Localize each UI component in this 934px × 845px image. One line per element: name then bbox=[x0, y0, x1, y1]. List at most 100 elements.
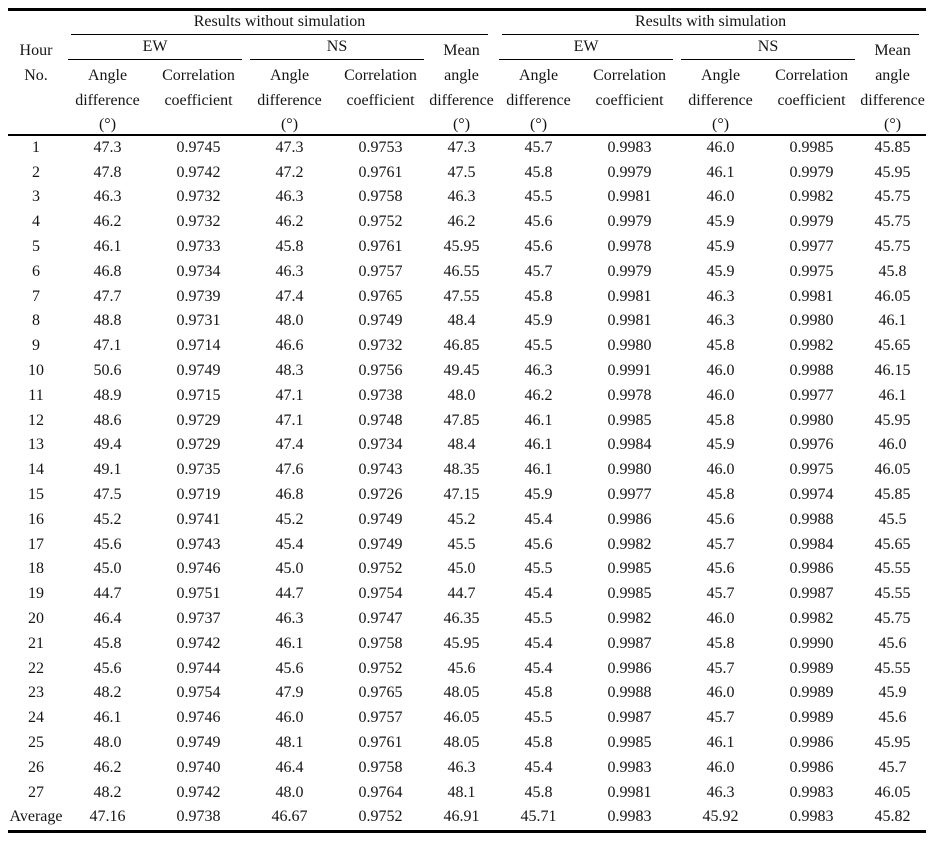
value-cell: 46.05 bbox=[874, 783, 911, 801]
value-cell: 45.8 bbox=[878, 262, 907, 280]
value-cell: 46.2 bbox=[447, 213, 476, 231]
table-row: 18 45.0 0.9746 45.0 0.9752 45.0 45.5 0.9985 45.6… bbox=[8, 557, 926, 582]
header-row-metric-line1: No. Angle Correlation Angle Correlation … bbox=[8, 60, 926, 85]
value-cell: 46.3 bbox=[275, 188, 304, 206]
value-cell: 45.8 bbox=[524, 163, 553, 181]
table-row: 27 48.2 0.9742 48.0 0.9764 48.1 45.8 0.9981 46.3… bbox=[8, 780, 926, 805]
table-row: 2 47.8 0.9742 47.2 0.9761 47.5 45.8 0.9979 46.1 0… bbox=[8, 160, 926, 185]
angle-header: Angle bbox=[87, 66, 128, 84]
value-cell: 48.4 bbox=[447, 312, 476, 330]
value-cell: 0.9985 bbox=[607, 411, 652, 429]
value-cell: 0.9745 bbox=[176, 138, 221, 156]
value-cell: 45.0 bbox=[447, 560, 476, 578]
value-cell: 46.2 bbox=[275, 213, 304, 231]
value-cell: 46.8 bbox=[275, 486, 304, 504]
value-cell: 0.9983 bbox=[789, 783, 834, 801]
value-cell: 45.8 bbox=[706, 486, 735, 504]
value-cell: 45.9 bbox=[524, 486, 553, 504]
value-cell: 45.95 bbox=[443, 238, 480, 256]
value-cell: 0.9982 bbox=[789, 188, 834, 206]
value-cell: 46.0 bbox=[706, 461, 735, 479]
value-cell: 0.9742 bbox=[176, 634, 221, 652]
value-cell: 47.8 bbox=[93, 163, 122, 181]
correlation-header-cont: coefficient bbox=[346, 91, 415, 109]
value-cell: 0.9988 bbox=[789, 362, 834, 380]
value-cell: 46.8 bbox=[93, 262, 122, 280]
value-cell: 45.2 bbox=[447, 510, 476, 528]
value-cell: 47.4 bbox=[275, 436, 304, 454]
value-cell: 45.71 bbox=[520, 808, 557, 826]
hour-cell: 15 bbox=[28, 486, 44, 504]
header-spacer bbox=[333, 110, 428, 135]
table-row: 23 48.2 0.9754 47.9 0.9765 48.05 45.8 0.9988 46.… bbox=[8, 681, 926, 706]
average-row: Average 47.16 0.9738 46.67 0.9752 46.91 45.71 0… bbox=[8, 805, 926, 831]
value-cell: 48.2 bbox=[93, 684, 122, 702]
value-cell: 45.6 bbox=[706, 560, 735, 578]
value-cell: 45.5 bbox=[524, 610, 553, 628]
degree-unit: (°) bbox=[452, 115, 471, 133]
value-cell: 45.6 bbox=[706, 510, 735, 528]
correlation-header-cont: coefficient bbox=[777, 91, 846, 109]
value-cell: 0.9986 bbox=[789, 560, 834, 578]
value-cell: 45.5 bbox=[524, 560, 553, 578]
table-row: 17 45.6 0.9743 45.4 0.9749 45.5 45.6 0.9982 45.7… bbox=[8, 532, 926, 557]
value-cell: 0.9986 bbox=[789, 734, 834, 752]
value-cell: 45.7 bbox=[524, 138, 553, 156]
hour-cell: 22 bbox=[28, 659, 44, 677]
value-cell: 48.3 bbox=[275, 362, 304, 380]
value-cell: 0.9980 bbox=[789, 312, 834, 330]
value-cell: 47.1 bbox=[93, 337, 122, 355]
value-cell: 0.9732 bbox=[176, 188, 221, 206]
value-cell: 48.4 bbox=[447, 436, 476, 454]
value-cell: 0.9976 bbox=[789, 436, 834, 454]
value-cell: 0.9735 bbox=[176, 461, 221, 479]
hour-cell: Average bbox=[9, 808, 63, 826]
value-cell: 0.9987 bbox=[607, 709, 652, 727]
group-label: Results with simulation bbox=[634, 12, 787, 30]
value-cell: 0.9985 bbox=[607, 585, 652, 603]
value-cell: 0.9719 bbox=[176, 486, 221, 504]
value-cell: 0.9990 bbox=[789, 634, 834, 652]
value-cell: 45.75 bbox=[874, 238, 911, 256]
header-spacer bbox=[8, 85, 64, 110]
results-table: Results without simulation Results with … bbox=[8, 8, 927, 833]
value-cell: 0.9765 bbox=[358, 287, 403, 305]
table-row: 19 44.7 0.9751 44.7 0.9754 44.7 45.4 0.9985 45.7… bbox=[8, 582, 926, 607]
table-row: 21 45.8 0.9742 46.1 0.9758 45.95 45.4 0.9987 45.… bbox=[8, 631, 926, 656]
hour-header-line2: No. bbox=[24, 66, 48, 84]
value-cell: 0.9983 bbox=[607, 808, 652, 826]
value-cell: 0.9977 bbox=[607, 486, 652, 504]
value-cell: 44.7 bbox=[275, 585, 304, 603]
value-cell: 44.7 bbox=[93, 585, 122, 603]
value-cell: 46.0 bbox=[706, 386, 735, 404]
value-cell: 0.9743 bbox=[176, 535, 221, 553]
value-cell: 48.35 bbox=[443, 461, 480, 479]
value-cell: 0.9978 bbox=[607, 238, 652, 256]
value-cell: 47.15 bbox=[443, 486, 480, 504]
angle-header: Angle bbox=[269, 66, 310, 84]
value-cell: 46.2 bbox=[524, 386, 553, 404]
hour-cell: 23 bbox=[28, 684, 44, 702]
value-cell: 0.9989 bbox=[789, 684, 834, 702]
hour-cell: 10 bbox=[28, 362, 44, 380]
value-cell: 46.1 bbox=[93, 709, 122, 727]
hour-cell: 5 bbox=[32, 238, 40, 256]
value-cell: 45.4 bbox=[524, 634, 553, 652]
value-cell: 45.85 bbox=[874, 138, 911, 156]
table-row: 24 46.1 0.9746 46.0 0.9757 46.05 45.5 0.9987 45.… bbox=[8, 706, 926, 731]
value-cell: 45.8 bbox=[524, 684, 553, 702]
angle-header-cont: difference bbox=[257, 91, 322, 109]
value-cell: 0.9758 bbox=[358, 188, 403, 206]
value-cell: 46.1 bbox=[706, 734, 735, 752]
value-cell: 0.9982 bbox=[607, 610, 652, 628]
axis-label: EW bbox=[142, 37, 168, 55]
header-row-units: (°) (°) (°) (°) (°) (°) bbox=[8, 110, 926, 135]
table-row: 26 46.2 0.9740 46.4 0.9758 46.3 45.4 0.9983 46.0… bbox=[8, 755, 926, 780]
value-cell: 45.5 bbox=[524, 337, 553, 355]
value-cell: 46.05 bbox=[443, 709, 480, 727]
value-cell: 45.6 bbox=[524, 535, 553, 553]
value-cell: 0.9983 bbox=[607, 138, 652, 156]
value-cell: 46.6 bbox=[275, 337, 304, 355]
value-cell: 45.6 bbox=[878, 634, 907, 652]
correlation-header: Correlation bbox=[162, 66, 235, 84]
